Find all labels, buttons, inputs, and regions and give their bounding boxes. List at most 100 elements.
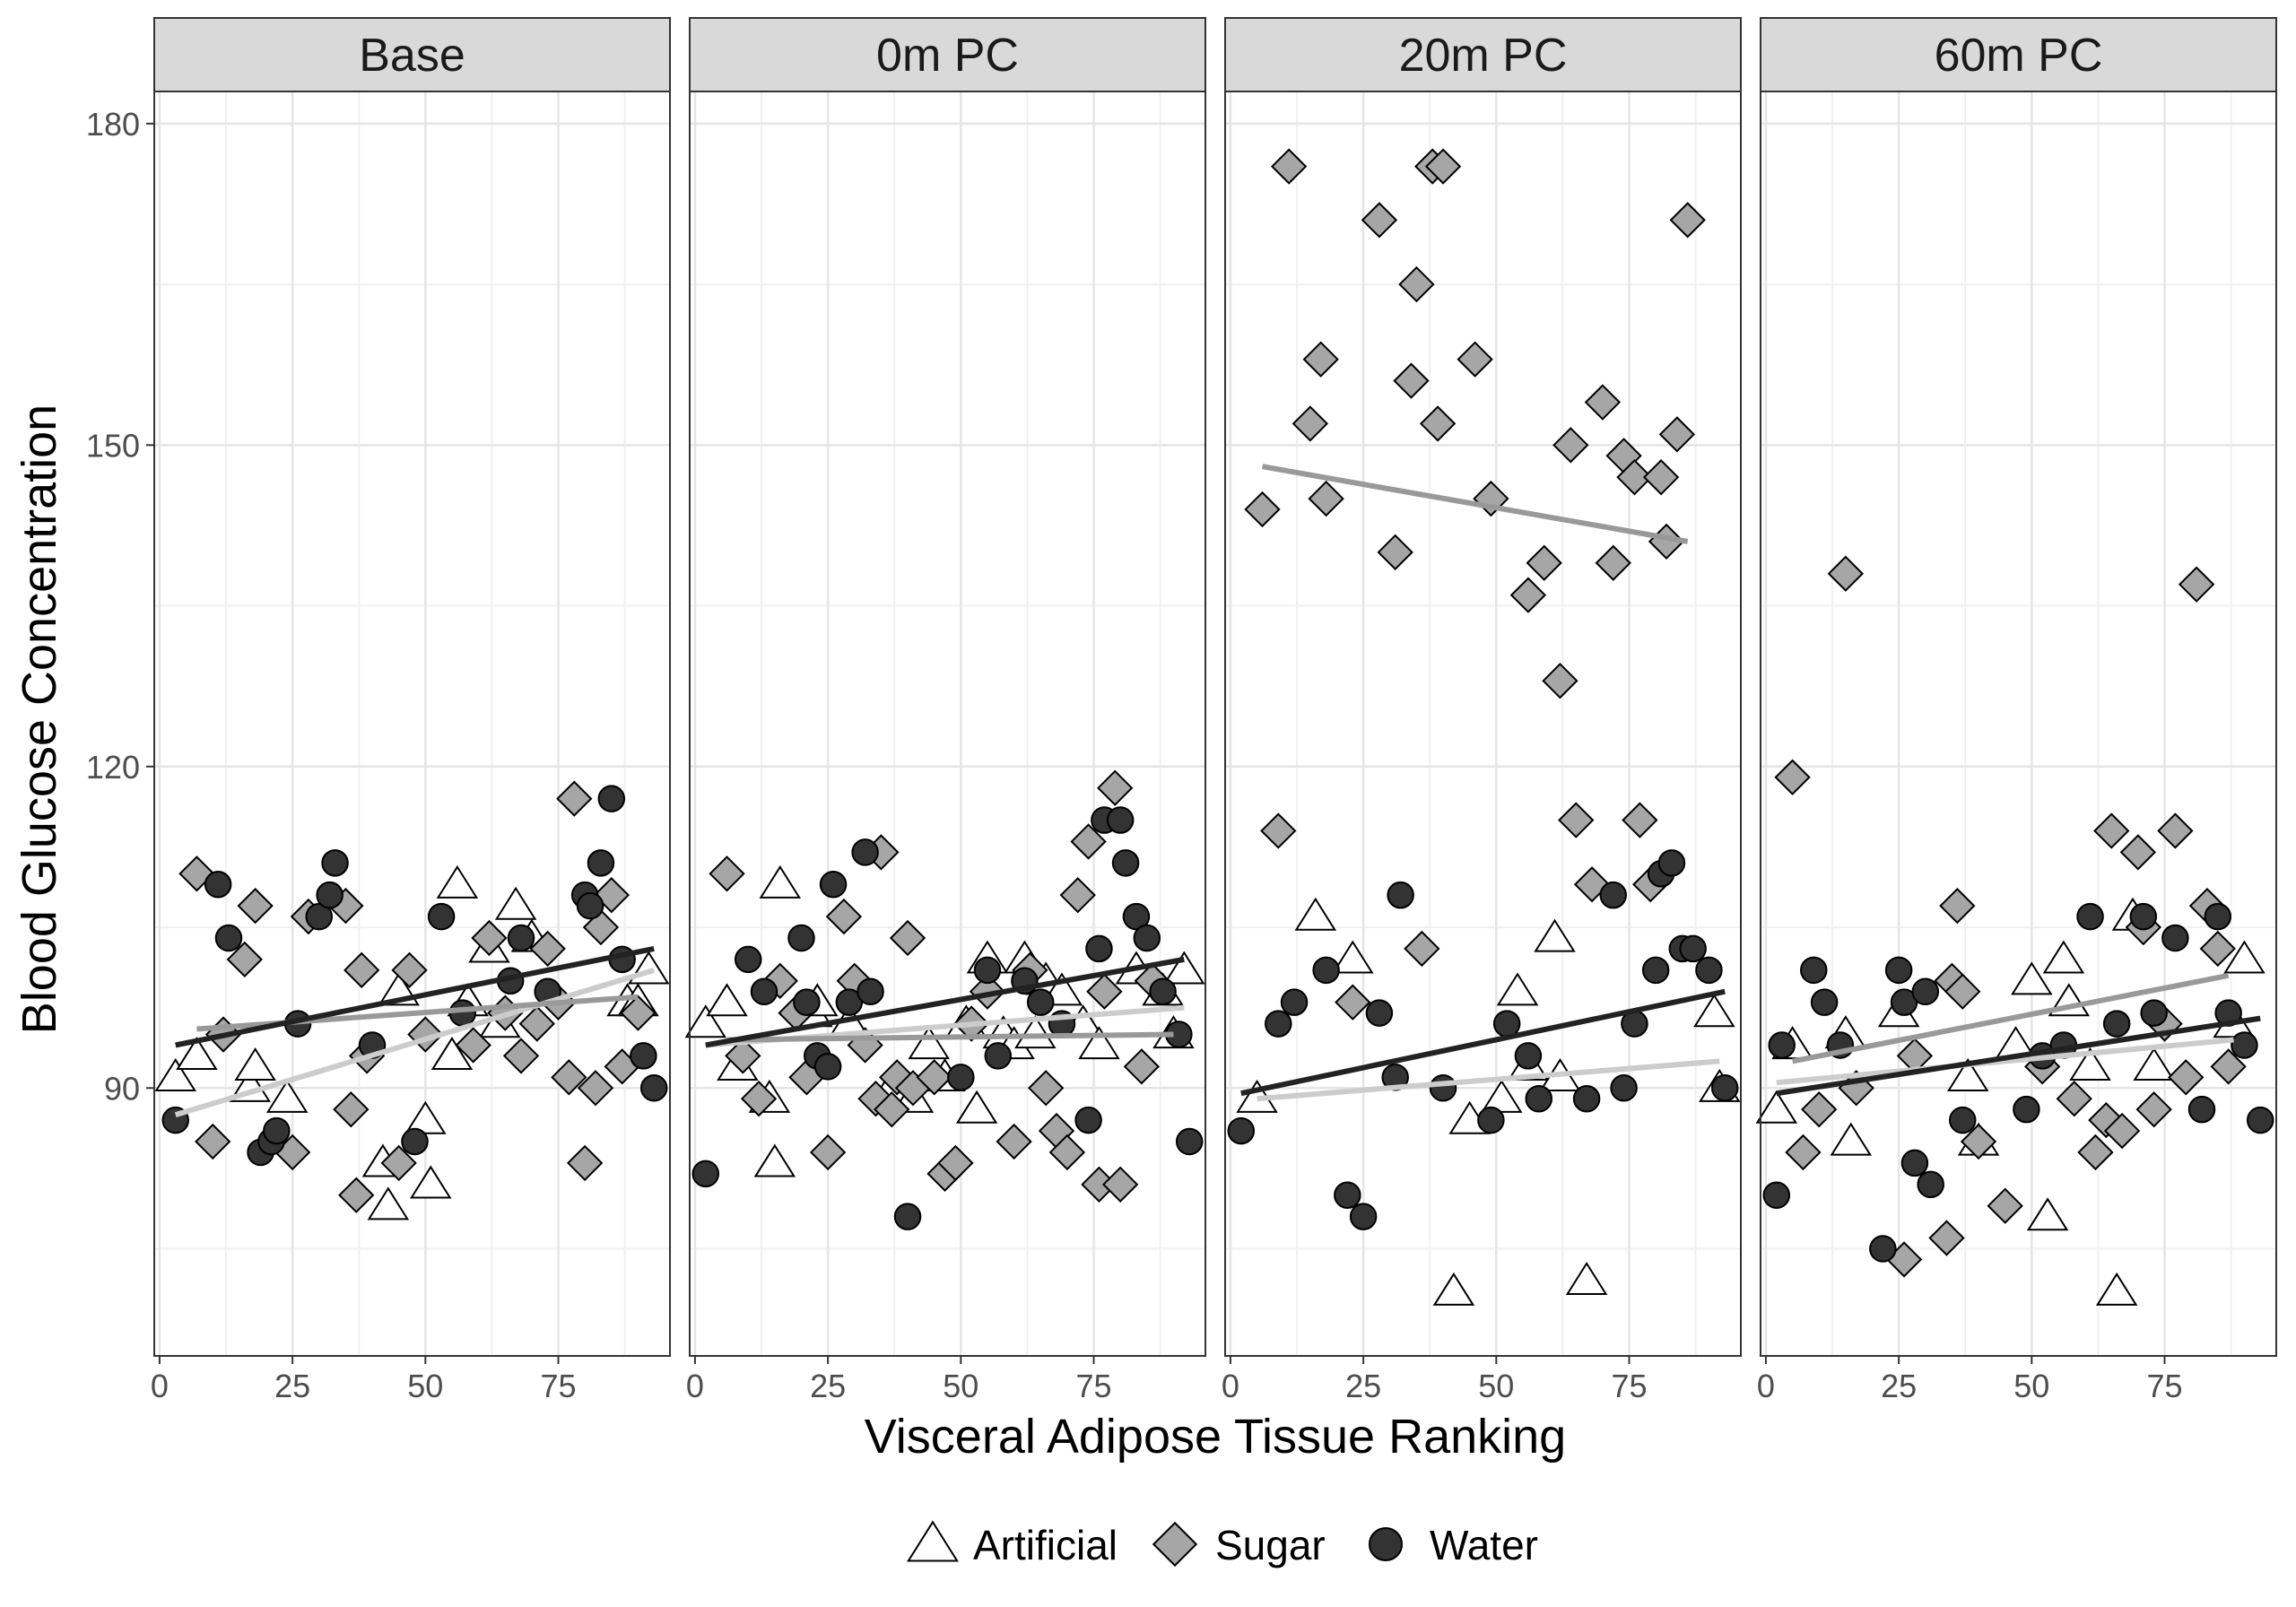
- trend-lines: [1240, 464, 1726, 1102]
- point-water: [1695, 956, 1723, 985]
- facet-label-20m-pc: 20m PC: [1399, 30, 1568, 82]
- x-tick-label: 50: [407, 1368, 443, 1404]
- point-sugar: [1987, 1187, 2023, 1224]
- trend-lines: [1776, 972, 2261, 1097]
- x-tick-label: 0: [1757, 1368, 1775, 1404]
- panel-60m-pc: 60m PC: [1755, 17, 2277, 1357]
- point-water: [1525, 1084, 1552, 1113]
- facet-label-base: Base: [359, 30, 465, 82]
- y-tick-label: 90: [104, 1070, 140, 1107]
- point-sugar: [1457, 341, 1493, 378]
- point-water: [793, 988, 821, 1016]
- point-sugar: [1827, 555, 1865, 592]
- point-sugar: [1939, 887, 1976, 925]
- point-sugar: [825, 898, 863, 935]
- point-water: [973, 956, 1002, 985]
- x-tick-label: 75: [2146, 1368, 2182, 1404]
- point-sugar: [1928, 1220, 1965, 1256]
- point-sugar: [1335, 984, 1371, 1021]
- point-water: [813, 1053, 842, 1081]
- point-sugar: [566, 1144, 604, 1182]
- point-water: [1572, 1084, 1601, 1113]
- trend-line-water: [1776, 1015, 2261, 1097]
- point-sugar: [1960, 1123, 1997, 1160]
- point-water: [1917, 1170, 1944, 1199]
- point-artificial: [436, 864, 479, 899]
- point-artificial: [1163, 951, 1205, 985]
- point-sugar: [1244, 491, 1281, 528]
- point-water: [2246, 1106, 2274, 1134]
- point-water: [2102, 1010, 2131, 1038]
- point-water: [639, 1074, 668, 1102]
- point-artificial: [2223, 940, 2266, 974]
- point-water: [576, 891, 604, 920]
- point-sugar: [2210, 1048, 2247, 1085]
- point-water: [1312, 956, 1340, 985]
- x-tick-label: 25: [810, 1368, 846, 1404]
- point-water: [263, 1116, 291, 1145]
- trend-lines: [174, 945, 656, 1118]
- point-artificial: [430, 1037, 474, 1071]
- point-sugar: [391, 951, 428, 988]
- point-artificial: [1078, 1026, 1120, 1060]
- x-tick-label: 75: [1075, 1368, 1111, 1404]
- point-water: [1365, 999, 1394, 1027]
- point-water: [851, 838, 879, 866]
- panel-base: Base: [153, 17, 671, 1357]
- facet-strip: [1224, 17, 1742, 92]
- point-water: [984, 1042, 1013, 1070]
- point-sugar: [226, 941, 263, 978]
- point-water: [857, 977, 884, 1005]
- point-artificial: [1496, 972, 1539, 1006]
- point-artificial: [367, 1186, 410, 1220]
- point-water: [1800, 956, 1828, 985]
- point-water: [1949, 1106, 1977, 1134]
- point-artificial: [154, 1057, 196, 1091]
- point-sugar: [1086, 973, 1123, 1010]
- point-water: [1679, 934, 1707, 963]
- point-sugar: [1642, 459, 1680, 496]
- point-water: [1106, 806, 1135, 834]
- point-sugar: [874, 1091, 910, 1128]
- point-artificial: [1332, 940, 1374, 974]
- point-sugar: [1669, 202, 1706, 239]
- point-artificial: [908, 1026, 951, 1060]
- point-water: [1911, 977, 1940, 1005]
- point-sugar: [344, 951, 380, 988]
- x-tick-label: 25: [1345, 1368, 1381, 1404]
- point-artificial: [706, 983, 748, 1017]
- point-sugar: [1785, 1134, 1822, 1171]
- point-sugar: [2168, 1059, 2205, 1096]
- point-water: [691, 1160, 720, 1188]
- point-sugar: [455, 1027, 491, 1064]
- point-sugar: [1270, 148, 1308, 185]
- point-sugar: [471, 919, 508, 957]
- point-artificial: [1294, 897, 1337, 931]
- panel-border: [1224, 91, 1742, 1357]
- trend-line-artificial: [1257, 1058, 1720, 1102]
- facet-strip: [1760, 17, 2277, 92]
- point-artificial: [753, 1143, 796, 1177]
- facet-label-60m-pc: 60m PC: [1935, 30, 2103, 82]
- point-water: [1599, 881, 1627, 909]
- trend-line-artificial: [1776, 1037, 2234, 1086]
- x-tick-label: 25: [1881, 1368, 1917, 1404]
- point-water: [787, 924, 815, 952]
- point-water: [1869, 1235, 1897, 1263]
- point-artificial: [955, 1090, 998, 1124]
- x-axis: 0 25 50 75 0 25 50 75 0 25 50 75 0 25 50 75: [151, 1356, 2183, 1404]
- point-sugar: [1419, 405, 1457, 442]
- point-sugar: [709, 856, 745, 892]
- point-sugar: [195, 1123, 231, 1160]
- point-water: [1762, 1181, 1791, 1210]
- point-water: [2129, 902, 2158, 931]
- point-sugar: [740, 1081, 778, 1117]
- point-water: [427, 902, 456, 931]
- point-sugar: [1658, 416, 1696, 453]
- panel-background: [690, 91, 1205, 1356]
- point-water: [1387, 881, 1414, 909]
- point-artificial: [265, 1079, 309, 1113]
- point-water: [316, 881, 344, 909]
- point-water: [1085, 934, 1113, 963]
- point-sugar: [1552, 427, 1589, 464]
